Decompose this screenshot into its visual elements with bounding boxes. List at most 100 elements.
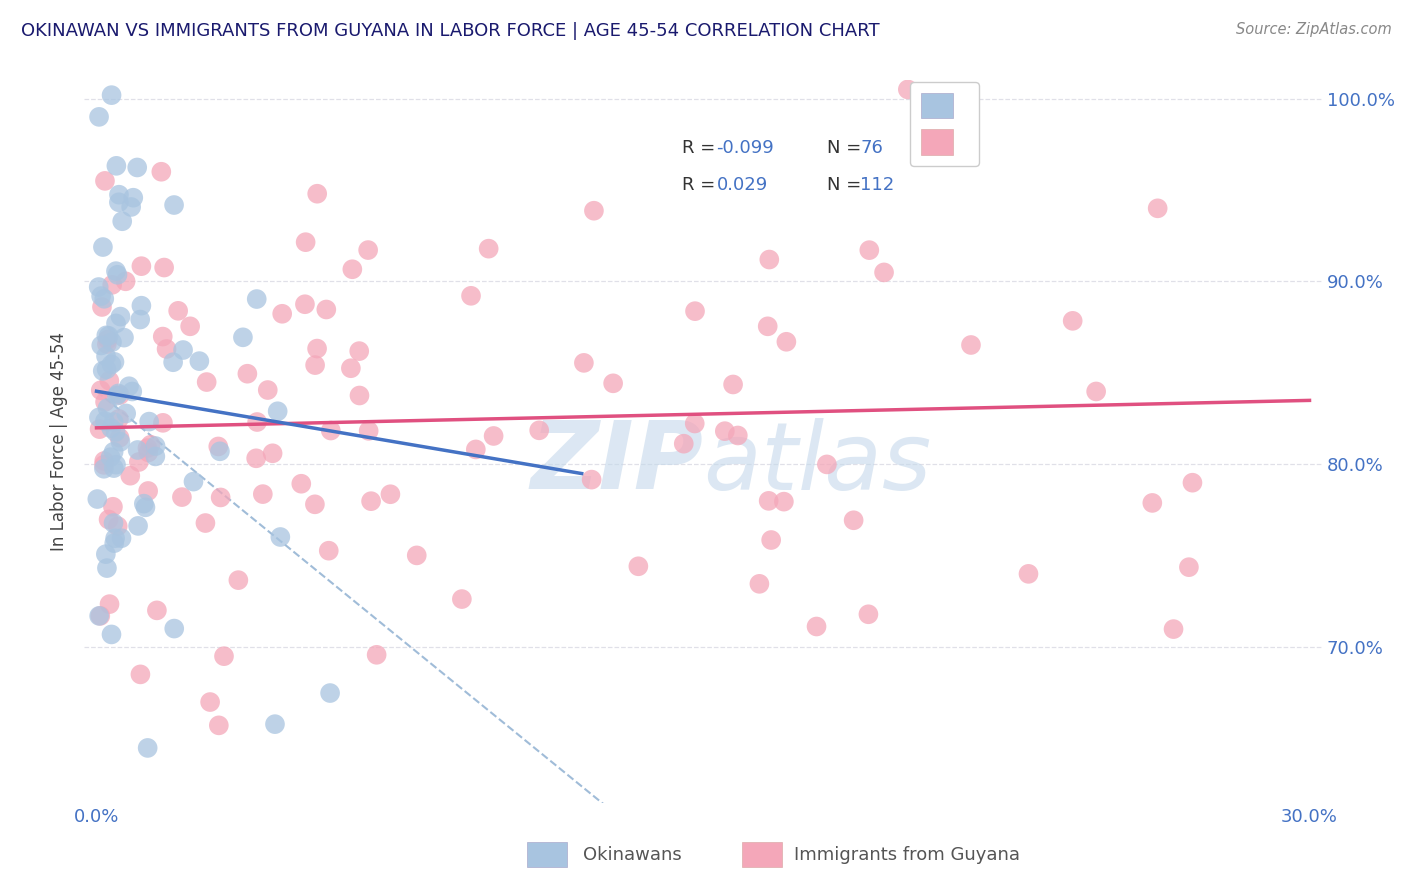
Point <box>228 573 250 587</box>
Point <box>97 333 120 347</box>
Point <box>246 415 269 429</box>
Point <box>188 354 211 368</box>
Text: R =: R = <box>682 176 721 194</box>
Point <box>118 379 141 393</box>
Point <box>86 491 108 506</box>
Point <box>127 519 149 533</box>
Point <box>290 476 312 491</box>
Point <box>897 82 920 96</box>
Point <box>527 423 550 437</box>
Point <box>115 406 138 420</box>
Point <box>114 274 136 288</box>
Point <box>380 487 402 501</box>
Text: -0.099: -0.099 <box>717 139 775 157</box>
Point <box>127 161 149 175</box>
Point <box>98 374 121 388</box>
Point <box>93 458 115 472</box>
Point <box>318 543 340 558</box>
Point <box>93 292 115 306</box>
Point <box>103 536 125 550</box>
Point <box>146 603 169 617</box>
Point <box>120 200 142 214</box>
Point <box>89 608 111 623</box>
Point <box>96 561 118 575</box>
Point <box>108 187 131 202</box>
Point <box>103 516 125 530</box>
Point <box>357 243 380 257</box>
Point <box>858 607 880 622</box>
Point <box>1181 475 1204 490</box>
Text: R =: R = <box>682 139 721 157</box>
Point <box>179 319 201 334</box>
Point <box>212 649 235 664</box>
Point <box>139 438 162 452</box>
Point <box>94 395 117 409</box>
Text: Immigrants from Guyana: Immigrants from Guyana <box>794 846 1021 863</box>
Point <box>104 425 127 439</box>
Y-axis label: In Labor Force | Age 45-54: In Labor Force | Age 45-54 <box>51 332 69 551</box>
Point <box>748 577 770 591</box>
Point <box>105 458 128 472</box>
Point <box>122 191 145 205</box>
Point <box>136 740 159 755</box>
Point <box>94 547 117 561</box>
Point <box>307 186 329 201</box>
Point <box>103 461 125 475</box>
Point <box>97 512 120 526</box>
Point <box>246 292 269 306</box>
Point <box>96 328 118 343</box>
Point <box>775 334 797 349</box>
Point <box>208 444 231 458</box>
Point <box>105 159 128 173</box>
Point <box>131 259 153 273</box>
Point <box>172 343 194 357</box>
Point <box>683 417 706 431</box>
Point <box>129 667 152 681</box>
Point <box>315 302 337 317</box>
Point <box>170 490 193 504</box>
Point <box>108 388 131 402</box>
Point <box>858 243 880 257</box>
Point <box>107 386 129 401</box>
Point <box>152 329 174 343</box>
Point <box>340 361 363 376</box>
Point <box>91 300 114 314</box>
Point <box>758 493 780 508</box>
Point <box>100 421 122 435</box>
Point <box>815 458 838 472</box>
Point <box>94 174 117 188</box>
Point <box>120 468 142 483</box>
Point <box>155 342 177 356</box>
Point <box>405 549 427 563</box>
Point <box>108 412 131 426</box>
Point <box>97 328 120 343</box>
Point <box>1178 560 1201 574</box>
Point <box>103 444 125 458</box>
Point <box>581 473 603 487</box>
Point <box>136 445 159 459</box>
Point <box>131 299 153 313</box>
Point <box>167 303 190 318</box>
Point <box>232 330 254 344</box>
Text: N =: N = <box>827 139 866 157</box>
Point <box>96 362 118 376</box>
Point <box>758 252 780 267</box>
Point <box>110 434 132 449</box>
Text: 0.029: 0.029 <box>717 176 768 194</box>
Point <box>727 428 749 442</box>
Text: OKINAWAN VS IMMIGRANTS FROM GUYANA IN LABOR FORCE | AGE 45-54 CORRELATION CHART: OKINAWAN VS IMMIGRANTS FROM GUYANA IN LA… <box>21 22 880 40</box>
Point <box>98 597 121 611</box>
Point <box>672 436 695 450</box>
Point <box>360 494 382 508</box>
Point <box>347 344 370 359</box>
Point <box>266 404 288 418</box>
Point <box>460 289 482 303</box>
Legend: , : , <box>910 82 979 166</box>
Point <box>100 450 122 465</box>
Point <box>162 355 184 369</box>
Point <box>721 377 744 392</box>
Point <box>198 695 221 709</box>
Point <box>136 483 159 498</box>
Point <box>271 307 294 321</box>
Point <box>87 280 110 294</box>
